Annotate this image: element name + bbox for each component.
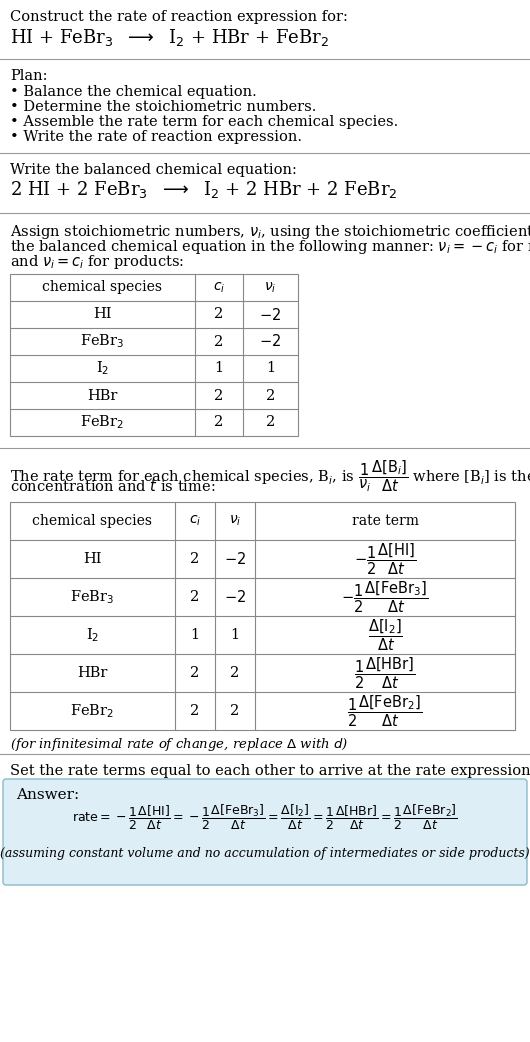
Text: $\nu_i$: $\nu_i$ (264, 280, 277, 295)
Text: 1: 1 (266, 362, 275, 375)
Text: (assuming constant volume and no accumulation of intermediates or side products): (assuming constant volume and no accumul… (0, 847, 530, 861)
Text: • Write the rate of reaction expression.: • Write the rate of reaction expression. (10, 130, 302, 144)
Text: FeBr$_3$: FeBr$_3$ (70, 588, 114, 605)
Text: chemical species: chemical species (42, 280, 163, 295)
Text: concentration and $t$ is time:: concentration and $t$ is time: (10, 478, 216, 494)
Text: Write the balanced chemical equation:: Write the balanced chemical equation: (10, 163, 297, 177)
Text: 2: 2 (214, 334, 224, 348)
Text: the balanced chemical equation in the following manner: $\nu_i = -c_i$ for react: the balanced chemical equation in the fo… (10, 238, 530, 256)
Text: Set the rate terms equal to each other to arrive at the rate expression:: Set the rate terms equal to each other t… (10, 764, 530, 778)
Text: $-2$: $-2$ (260, 333, 281, 349)
Text: 2: 2 (190, 590, 200, 604)
Text: • Determine the stoichiometric numbers.: • Determine the stoichiometric numbers. (10, 100, 316, 114)
Text: 2: 2 (266, 416, 275, 429)
Text: $-\dfrac{1}{2}\dfrac{\Delta[\mathrm{FeBr_3}]}{\Delta t}$: $-\dfrac{1}{2}\dfrac{\Delta[\mathrm{FeBr… (341, 579, 429, 615)
Text: 2: 2 (190, 704, 200, 718)
Text: $c_i$: $c_i$ (189, 514, 201, 528)
Text: 2 HI + 2 FeBr$_3$  $\longrightarrow$  I$_2$ + 2 HBr + 2 FeBr$_2$: 2 HI + 2 FeBr$_3$ $\longrightarrow$ I$_2… (10, 179, 398, 200)
Text: $c_i$: $c_i$ (213, 280, 225, 295)
Text: Construct the rate of reaction expression for:: Construct the rate of reaction expressio… (10, 10, 348, 24)
Text: • Balance the chemical equation.: • Balance the chemical equation. (10, 85, 257, 99)
Text: 1: 1 (231, 628, 240, 642)
Text: chemical species: chemical species (32, 514, 153, 528)
Text: 2: 2 (266, 389, 275, 402)
Text: 2: 2 (231, 666, 240, 680)
Text: FeBr$_3$: FeBr$_3$ (81, 332, 125, 350)
Text: HI + FeBr$_3$  $\longrightarrow$  I$_2$ + HBr + FeBr$_2$: HI + FeBr$_3$ $\longrightarrow$ I$_2$ + … (10, 27, 329, 48)
Text: 2: 2 (214, 389, 224, 402)
Text: Plan:: Plan: (10, 69, 48, 83)
Text: HBr: HBr (87, 389, 118, 402)
Text: HBr: HBr (77, 666, 108, 680)
Text: 2: 2 (190, 552, 200, 566)
Text: ${\rm rate} = -\dfrac{1}{2}\dfrac{\Delta[\mathrm{HI}]}{\Delta t} = -\dfrac{1}{2}: ${\rm rate} = -\dfrac{1}{2}\dfrac{\Delta… (72, 802, 458, 832)
Text: 2: 2 (214, 307, 224, 322)
Text: 1: 1 (190, 628, 200, 642)
Bar (10, 502, 515, 730)
Text: HI: HI (93, 307, 112, 322)
Text: (for infinitesimal rate of change, replace $\Delta$ with $d$): (for infinitesimal rate of change, repla… (10, 736, 348, 753)
Text: Assign stoichiometric numbers, $\nu_i$, using the stoichiometric coefficients, $: Assign stoichiometric numbers, $\nu_i$, … (10, 223, 530, 241)
Text: rate term: rate term (351, 514, 419, 528)
Text: I$_2$: I$_2$ (86, 626, 99, 644)
Text: FeBr$_2$: FeBr$_2$ (81, 414, 125, 431)
Text: • Assemble the rate term for each chemical species.: • Assemble the rate term for each chemic… (10, 115, 398, 129)
Text: $-\dfrac{1}{2}\dfrac{\Delta[\mathrm{HI}]}{\Delta t}$: $-\dfrac{1}{2}\dfrac{\Delta[\mathrm{HI}]… (354, 541, 416, 577)
Text: 2: 2 (214, 416, 224, 429)
Text: 1: 1 (215, 362, 224, 375)
Text: I$_2$: I$_2$ (96, 359, 109, 377)
Text: $-2$: $-2$ (224, 589, 246, 605)
Text: $\dfrac{1}{2}\dfrac{\Delta[\mathrm{FeBr_2}]}{\Delta t}$: $\dfrac{1}{2}\dfrac{\Delta[\mathrm{FeBr_… (348, 693, 422, 728)
Bar (10, 274, 298, 436)
Text: 2: 2 (190, 666, 200, 680)
Text: Answer:: Answer: (16, 788, 80, 802)
FancyBboxPatch shape (3, 779, 527, 885)
Text: HI: HI (83, 552, 102, 566)
Text: $\nu_i$: $\nu_i$ (229, 514, 241, 528)
Text: 2: 2 (231, 704, 240, 718)
Text: The rate term for each chemical species, B$_i$, is $\dfrac{1}{\nu_i}\dfrac{\Delt: The rate term for each chemical species,… (10, 458, 530, 494)
Text: $\dfrac{1}{2}\dfrac{\Delta[\mathrm{HBr}]}{\Delta t}$: $\dfrac{1}{2}\dfrac{\Delta[\mathrm{HBr}]… (354, 655, 416, 691)
Text: and $\nu_i = c_i$ for products:: and $\nu_i = c_i$ for products: (10, 253, 184, 271)
Text: $-2$: $-2$ (224, 551, 246, 567)
Text: $\dfrac{\Delta[\mathrm{I_2}]}{\Delta t}$: $\dfrac{\Delta[\mathrm{I_2}]}{\Delta t}$ (368, 617, 402, 652)
Text: $-2$: $-2$ (260, 306, 281, 323)
Text: FeBr$_2$: FeBr$_2$ (70, 702, 114, 720)
